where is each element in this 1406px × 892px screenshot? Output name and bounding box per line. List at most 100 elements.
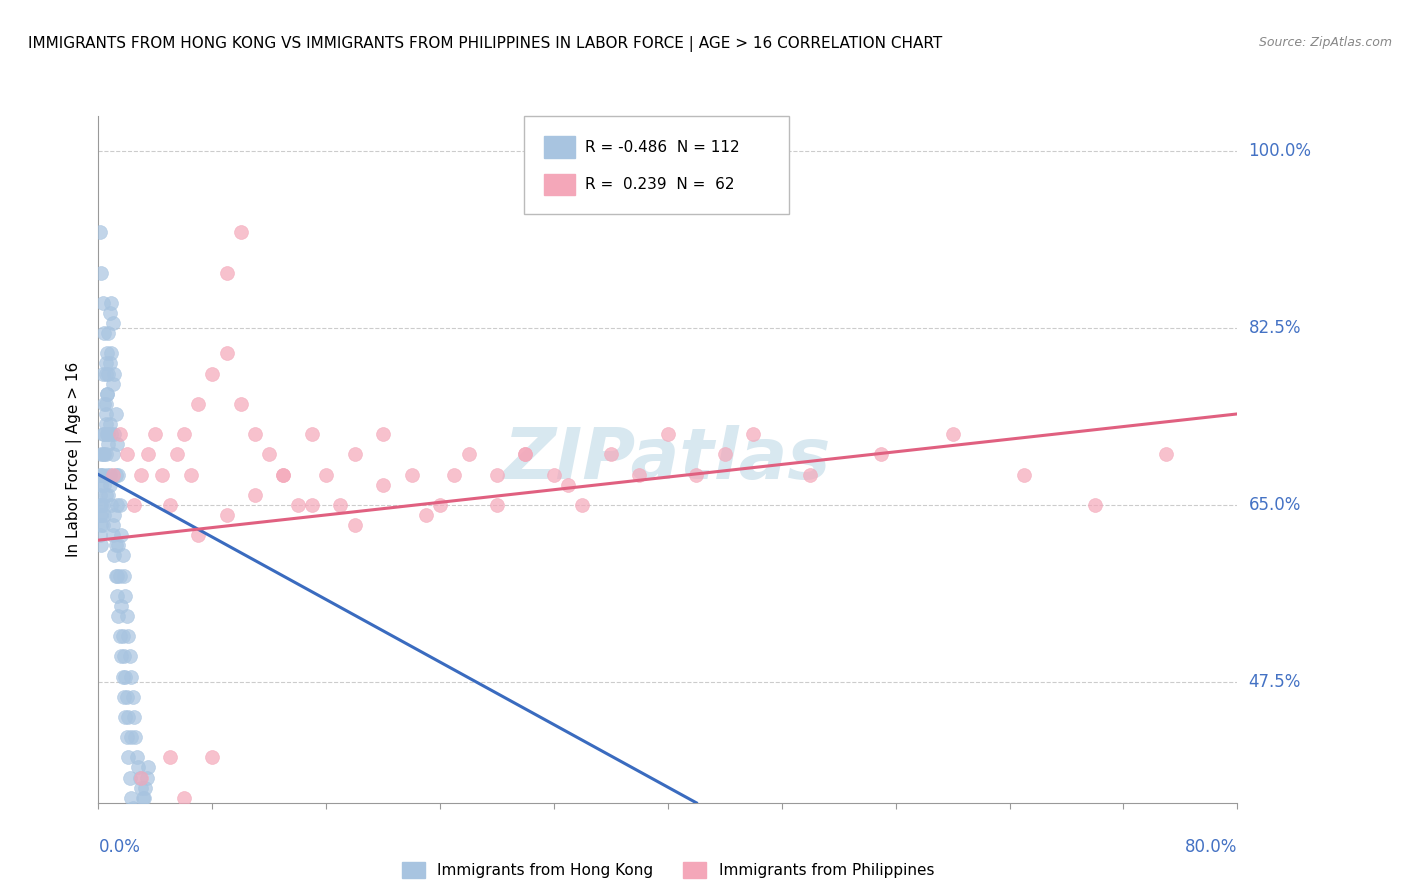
Point bbox=[111, 549, 134, 563]
Point bbox=[159, 750, 181, 764]
Point bbox=[89, 488, 111, 502]
Point bbox=[315, 467, 337, 482]
Point bbox=[121, 690, 143, 704]
Point bbox=[98, 467, 121, 482]
Point bbox=[93, 397, 115, 411]
Point bbox=[94, 367, 117, 381]
Point bbox=[657, 427, 679, 442]
Point bbox=[90, 498, 112, 512]
Point bbox=[215, 266, 238, 280]
Point bbox=[103, 508, 125, 522]
Point bbox=[115, 447, 138, 461]
Point bbox=[115, 690, 138, 704]
Point bbox=[118, 649, 141, 664]
Point bbox=[415, 508, 437, 522]
Point bbox=[100, 346, 122, 360]
Point bbox=[145, 427, 167, 442]
Text: 0.0%: 0.0% bbox=[98, 838, 141, 856]
Point bbox=[90, 518, 112, 533]
Point bbox=[129, 467, 152, 482]
Point bbox=[122, 710, 145, 724]
Point bbox=[180, 467, 202, 482]
Point bbox=[94, 447, 117, 461]
Point bbox=[89, 508, 111, 522]
Point bbox=[91, 467, 114, 482]
Point bbox=[104, 538, 127, 552]
Point bbox=[90, 477, 112, 491]
Point bbox=[201, 750, 224, 764]
Point bbox=[443, 467, 465, 482]
Point bbox=[101, 447, 124, 461]
Point bbox=[870, 447, 893, 461]
Text: 80.0%: 80.0% bbox=[1185, 838, 1237, 856]
Point bbox=[122, 498, 145, 512]
Point bbox=[343, 518, 366, 533]
Point bbox=[515, 447, 537, 461]
Point bbox=[111, 669, 134, 683]
Point bbox=[557, 477, 579, 491]
Point bbox=[132, 790, 155, 805]
Point bbox=[108, 629, 131, 643]
Point bbox=[94, 407, 117, 421]
Point bbox=[131, 790, 153, 805]
Point bbox=[90, 508, 112, 522]
Point bbox=[91, 518, 114, 533]
Point bbox=[373, 477, 395, 491]
Point bbox=[89, 528, 111, 542]
Text: 65.0%: 65.0% bbox=[1249, 496, 1301, 514]
Point bbox=[94, 417, 117, 431]
Point bbox=[103, 427, 125, 442]
Point bbox=[229, 225, 252, 239]
Point bbox=[110, 649, 132, 664]
Point bbox=[136, 760, 159, 774]
Point bbox=[101, 467, 124, 482]
Text: R = -0.486  N = 112: R = -0.486 N = 112 bbox=[585, 140, 740, 154]
Point bbox=[94, 397, 117, 411]
Point bbox=[98, 477, 121, 491]
Text: ZIPatlas: ZIPatlas bbox=[505, 425, 831, 494]
Point bbox=[114, 669, 136, 683]
Text: R =  0.239  N =  62: R = 0.239 N = 62 bbox=[585, 178, 734, 192]
Point bbox=[103, 367, 125, 381]
Point bbox=[101, 376, 124, 391]
Point bbox=[136, 447, 159, 461]
Point bbox=[127, 760, 149, 774]
Point bbox=[600, 447, 623, 461]
Point bbox=[111, 629, 134, 643]
Point bbox=[129, 771, 152, 785]
Point bbox=[93, 508, 115, 522]
Point bbox=[90, 538, 112, 552]
Point bbox=[90, 447, 112, 461]
Point bbox=[187, 528, 209, 542]
Point bbox=[134, 780, 156, 795]
Point bbox=[108, 427, 131, 442]
Point bbox=[104, 467, 127, 482]
Point bbox=[97, 367, 120, 381]
Point bbox=[96, 346, 118, 360]
Point bbox=[173, 790, 195, 805]
Point bbox=[96, 386, 118, 401]
Point bbox=[1012, 467, 1035, 482]
Point bbox=[100, 295, 122, 310]
Point bbox=[90, 266, 112, 280]
Point bbox=[93, 447, 115, 461]
Point bbox=[93, 477, 115, 491]
Point bbox=[187, 397, 209, 411]
Point bbox=[91, 295, 114, 310]
Point bbox=[287, 498, 309, 512]
Point bbox=[112, 649, 135, 664]
Point bbox=[100, 427, 122, 442]
Point bbox=[93, 326, 115, 340]
Point bbox=[799, 467, 821, 482]
Point bbox=[515, 447, 537, 461]
Point bbox=[100, 498, 122, 512]
Text: 100.0%: 100.0% bbox=[1249, 143, 1312, 161]
Point bbox=[115, 730, 138, 744]
Point bbox=[98, 356, 121, 370]
Point bbox=[401, 467, 423, 482]
Point bbox=[91, 498, 114, 512]
Point bbox=[124, 730, 146, 744]
Point bbox=[117, 710, 139, 724]
Point bbox=[120, 669, 142, 683]
Point bbox=[97, 437, 120, 451]
